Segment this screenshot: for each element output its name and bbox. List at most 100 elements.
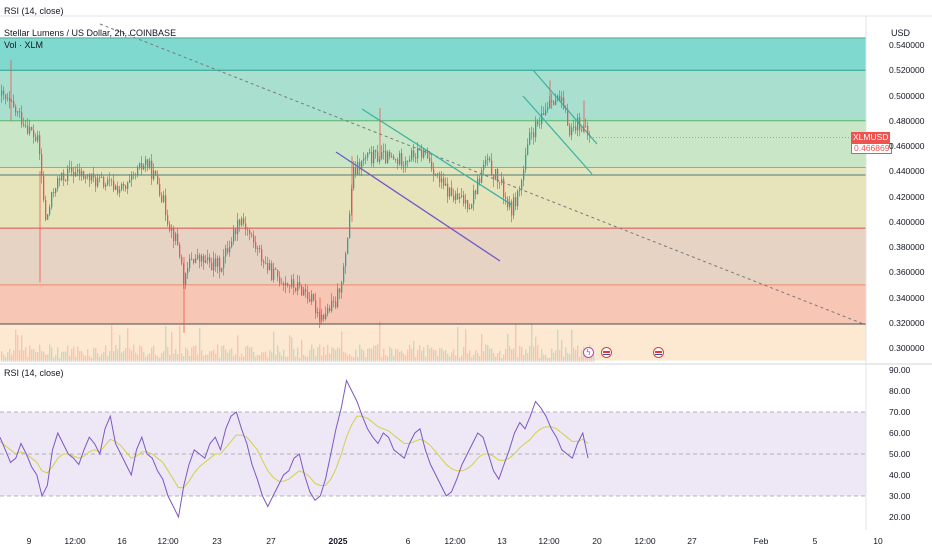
flag-upper-line <box>532 69 598 145</box>
volume-bar <box>89 356 91 362</box>
volume-bar <box>327 344 329 362</box>
volume-bar <box>489 348 491 362</box>
price-axis-tick: 0.540000 <box>889 40 925 50</box>
volume-bar <box>423 347 425 362</box>
volume-bar <box>187 349 189 362</box>
volume-bar <box>261 351 263 362</box>
candle-body <box>339 288 341 293</box>
volume-bar <box>479 356 481 362</box>
symbol-title[interactable]: Stellar Lumens / US Dollar, 2h, COINBASE <box>4 28 177 38</box>
time-axis-tick: 23 <box>212 536 222 546</box>
rsi-pane <box>0 378 866 519</box>
candle-body <box>51 192 53 208</box>
volume-label[interactable]: Vol · XLM <box>4 40 44 50</box>
volume-bar <box>109 351 111 362</box>
volume-bar <box>253 351 255 362</box>
volume-bar <box>229 349 231 362</box>
candle-body <box>235 229 237 235</box>
candle-body <box>341 282 343 293</box>
volume-bar <box>277 345 279 362</box>
volume-bar <box>483 351 485 362</box>
candle-body <box>219 257 221 272</box>
volume-bar <box>197 354 199 362</box>
candle-body <box>547 107 549 111</box>
volume-bar <box>549 357 551 362</box>
candle-body <box>275 268 277 270</box>
candle-body <box>123 183 125 186</box>
candle-body <box>93 173 95 178</box>
volume-bar <box>179 325 181 362</box>
candle-body <box>347 238 349 254</box>
zone-tan <box>0 228 866 285</box>
candle-body <box>517 190 519 207</box>
candle-body <box>439 173 441 183</box>
us-flag-icon[interactable] <box>601 347 612 358</box>
candle-body <box>31 127 33 131</box>
volume-bar <box>573 347 575 362</box>
volume-bar <box>265 351 267 362</box>
volume-bar <box>219 357 221 362</box>
candle-body <box>161 195 163 202</box>
volume-bar <box>393 355 395 362</box>
candle-body <box>33 130 35 137</box>
volume-bar <box>139 345 141 362</box>
volume-bar <box>137 354 139 362</box>
candle-body <box>107 179 109 185</box>
candle-body <box>137 167 139 175</box>
rsi-axis-tick: 40.00 <box>889 470 911 480</box>
volume-bar <box>119 335 121 362</box>
volume-bar <box>5 356 7 362</box>
volume-bar <box>73 346 75 362</box>
candle-body <box>129 179 131 183</box>
volume-bar <box>575 349 577 362</box>
volume-bar <box>55 354 57 362</box>
volume-bar <box>85 356 87 362</box>
candle-body <box>523 169 525 181</box>
lightning-icon[interactable]: ϟ <box>583 347 594 358</box>
rsi-title[interactable]: RSI (14, close) <box>4 368 64 378</box>
volume-bar <box>293 349 295 362</box>
candle-body <box>453 195 455 200</box>
candle-body <box>39 135 41 155</box>
candle-body <box>355 167 357 175</box>
candle-body <box>415 157 417 159</box>
candle-body <box>407 161 409 162</box>
volume-bar <box>353 357 355 362</box>
volume-bar <box>441 348 443 362</box>
candle-body <box>131 174 133 180</box>
candle-body <box>37 135 39 141</box>
candle-body <box>487 158 489 160</box>
volume-bar <box>543 354 545 362</box>
candle-body <box>535 121 537 138</box>
candle-body <box>445 183 447 186</box>
volume-bar <box>249 347 251 362</box>
candle-body <box>573 126 575 128</box>
price-zones <box>0 16 866 361</box>
volume-bar <box>351 356 353 362</box>
us-flag-icon[interactable] <box>653 347 664 358</box>
time-axis-tick: 16 <box>117 536 127 546</box>
volume-bar <box>235 354 237 362</box>
volume-bar <box>557 329 559 362</box>
candle-body <box>89 174 91 181</box>
currency-label[interactable]: USD <box>891 28 911 38</box>
volume-bar <box>155 354 157 362</box>
candle-body <box>317 312 319 314</box>
volume-bar <box>217 344 219 362</box>
volume-bar <box>153 345 155 362</box>
volume-bar <box>25 347 27 362</box>
candle-body <box>259 247 261 250</box>
candle-body <box>43 175 45 200</box>
candle-body <box>333 300 335 302</box>
rsi-axis-tick: 90.00 <box>889 365 911 375</box>
zone-salmon <box>0 284 866 325</box>
candle-body <box>473 190 475 205</box>
volume-bar <box>257 354 259 362</box>
candle-body <box>233 229 235 242</box>
volume-bar <box>359 344 361 362</box>
volume-bar <box>333 348 335 362</box>
volume-bar <box>449 356 451 362</box>
volume-bar <box>243 356 245 362</box>
candle-body <box>187 268 189 274</box>
candle-body <box>65 180 67 182</box>
